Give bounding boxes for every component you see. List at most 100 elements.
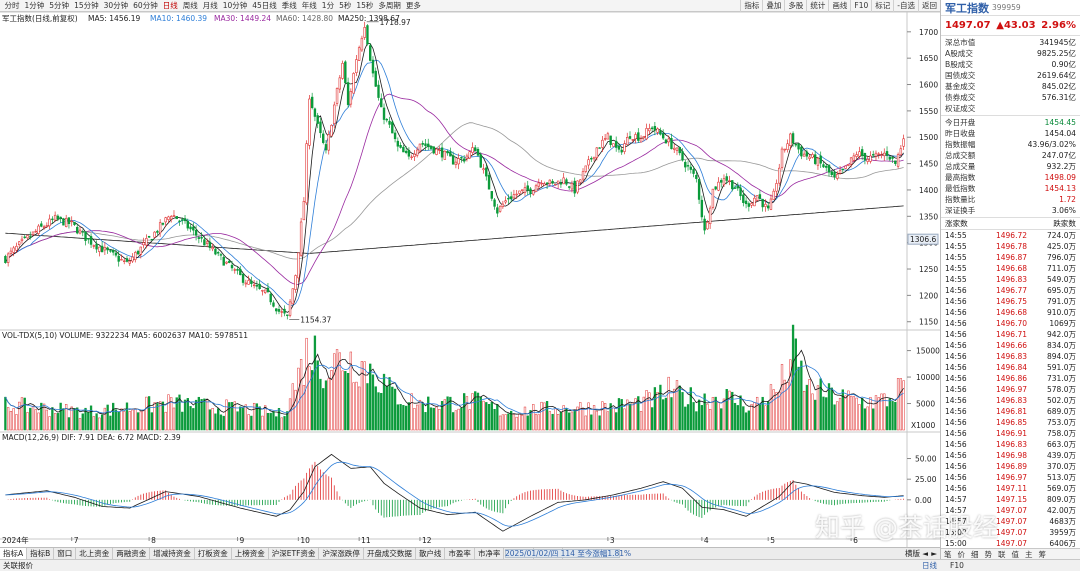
volume-bar <box>167 394 170 431</box>
candle-body <box>827 164 831 173</box>
period-tab[interactable]: 更多 <box>405 1 421 10</box>
price-change: ▲43.03 <box>996 20 1036 31</box>
indicator-tab[interactable]: 市净率 <box>475 548 505 559</box>
quote-panel-tab[interactable]: 势 <box>984 550 993 559</box>
indicator-tab[interactable]: 指标B <box>27 548 55 559</box>
candle-body <box>427 143 430 148</box>
indicator-tab[interactable]: 上榜资金 <box>232 548 269 559</box>
candle-body <box>728 180 731 182</box>
candle-body <box>103 247 107 251</box>
indicator-tab[interactable]: 开盘成交数据 <box>364 548 416 559</box>
tick-row: 14:56 1497.11 569.0万 <box>941 483 1080 494</box>
volume-bar <box>692 402 695 431</box>
tick-row: 14:57 1497.07 42.00万 <box>941 505 1080 516</box>
index-name[interactable]: 军工指数 <box>945 1 989 15</box>
candle-body <box>117 255 120 262</box>
quote-panel-tab[interactable]: 主 <box>1025 550 1033 559</box>
tool-button[interactable]: -自选 <box>893 0 918 12</box>
tool-button[interactable]: 指标 <box>740 0 762 12</box>
quote-panel-tab[interactable]: 细 <box>971 550 979 559</box>
volume-bar <box>805 384 809 431</box>
candle-body <box>521 189 524 191</box>
indicator-tab[interactable]: 市盈率 <box>445 548 475 559</box>
related-quote-link[interactable]: 关联报价 <box>3 561 33 570</box>
period-tab[interactable]: 10分钟 <box>222 1 248 10</box>
volume-bar <box>706 403 709 431</box>
candle-body <box>894 160 897 164</box>
indicator-tab[interactable]: 打板资金 <box>195 548 232 559</box>
period-tab[interactable]: 年线 <box>301 1 317 10</box>
tick-list[interactable]: 14:55 1496.72 724.0万 14:55 1496.78 425.0万 14:5… <box>941 230 1080 549</box>
period-tab[interactable]: 分时 <box>4 1 20 10</box>
indicator-tab[interactable]: 窗口 <box>54 548 77 559</box>
indicator-tab[interactable]: 北上资金 <box>76 548 114 559</box>
indicator-tab[interactable]: 散户线 <box>416 548 446 559</box>
tool-button[interactable]: 叠加 <box>762 0 784 12</box>
stat-value: 43.96/3.02% <box>1027 140 1076 149</box>
kline-chart-area[interactable]: 1700165016001550150014501400135013001250… <box>0 12 940 547</box>
tick-row: 14:56 1496.91 758.0万 <box>941 428 1080 439</box>
volume-bar <box>396 404 399 431</box>
quote-panel-tab[interactable]: 笔 <box>944 550 952 559</box>
period-tab[interactable]: 30分钟 <box>103 1 129 10</box>
quote-panel-tab[interactable]: 值 <box>1011 550 1020 559</box>
quote-panel-tab[interactable]: 联 <box>998 550 1006 559</box>
candle-body <box>371 59 375 74</box>
period-tab[interactable]: 15分钟 <box>74 1 99 10</box>
decliners-label: 跌家数 <box>1053 219 1076 228</box>
period-tab[interactable]: 季线 <box>281 1 297 10</box>
period-tab[interactable]: 日线 <box>162 1 178 10</box>
stat-value: 1454.04 <box>1044 129 1076 138</box>
period-tab[interactable]: 1分 <box>321 1 335 10</box>
candle-body <box>573 180 576 194</box>
tool-button[interactable]: 返回 <box>918 0 940 12</box>
candle-body <box>678 146 681 154</box>
period-tab[interactable]: 月线 <box>202 1 218 10</box>
tick-price: 1496.97 <box>995 473 1027 482</box>
period-tab[interactable]: 周线 <box>182 1 198 10</box>
volume-bar <box>194 399 198 431</box>
tool-button[interactable]: 统计 <box>806 0 828 12</box>
period-tab[interactable]: 45日线 <box>252 1 277 10</box>
candle-body <box>689 166 693 170</box>
quote-panel-tab[interactable]: 价 <box>957 550 966 559</box>
tick-row: 15:00 1497.07 3959万 <box>941 527 1080 538</box>
candle-body <box>230 264 234 269</box>
indicator-tab[interactable]: 指标A <box>0 548 28 559</box>
indicator-tab[interactable]: 沪深涨跌停 <box>319 548 364 559</box>
tool-button[interactable]: 多股 <box>784 0 806 12</box>
f10-button[interactable]: F10 <box>950 561 964 570</box>
candle-body <box>415 149 419 156</box>
period-tab[interactable]: 1分钟 <box>24 1 45 10</box>
tick-time: 14:55 <box>945 231 967 240</box>
indicator-tab[interactable]: 两融资金 <box>113 548 151 559</box>
tool-button[interactable]: 标记 <box>871 0 893 12</box>
kline-chart-svg[interactable]: 1700165016001550150014501400135013001250… <box>0 12 940 547</box>
candle-body <box>493 199 496 207</box>
indicator-tab[interactable]: 沪深ETF资金 <box>269 548 320 559</box>
volume-bar <box>109 415 112 431</box>
volume-bar <box>319 378 322 431</box>
period-tab[interactable]: 5秒 <box>339 1 352 10</box>
range-scrollbar[interactable] <box>505 549 620 558</box>
indicator-tab[interactable]: 增减持资金 <box>150 548 195 559</box>
period-tab[interactable]: 15秒 <box>356 1 374 10</box>
stat-label: 最高指数 <box>945 173 976 182</box>
tick-volume: 1069万 <box>1049 319 1076 328</box>
candle-body <box>286 314 289 316</box>
tool-button[interactable]: F10 <box>850 0 871 12</box>
period-tab[interactable]: 多周期 <box>378 1 401 10</box>
scroll-left-button[interactable]: ◄ <box>922 549 928 558</box>
quote-panel-tab[interactable]: 筹 <box>1038 550 1047 559</box>
period-tab[interactable]: 5分钟 <box>49 1 70 10</box>
volume-bar <box>877 397 880 431</box>
tick-volume: 942.0万 <box>1047 330 1076 339</box>
tool-button[interactable]: 画线 <box>828 0 850 12</box>
stat-row: 权证成交 <box>941 103 1080 114</box>
candle-body <box>29 236 32 238</box>
candle-body <box>310 96 314 109</box>
candle-body <box>222 256 225 266</box>
horizontal-layout-button[interactable]: 横版 <box>905 549 920 558</box>
scroll-right-button[interactable]: ► <box>931 549 937 558</box>
period-tab[interactable]: 60分钟 <box>133 1 158 10</box>
